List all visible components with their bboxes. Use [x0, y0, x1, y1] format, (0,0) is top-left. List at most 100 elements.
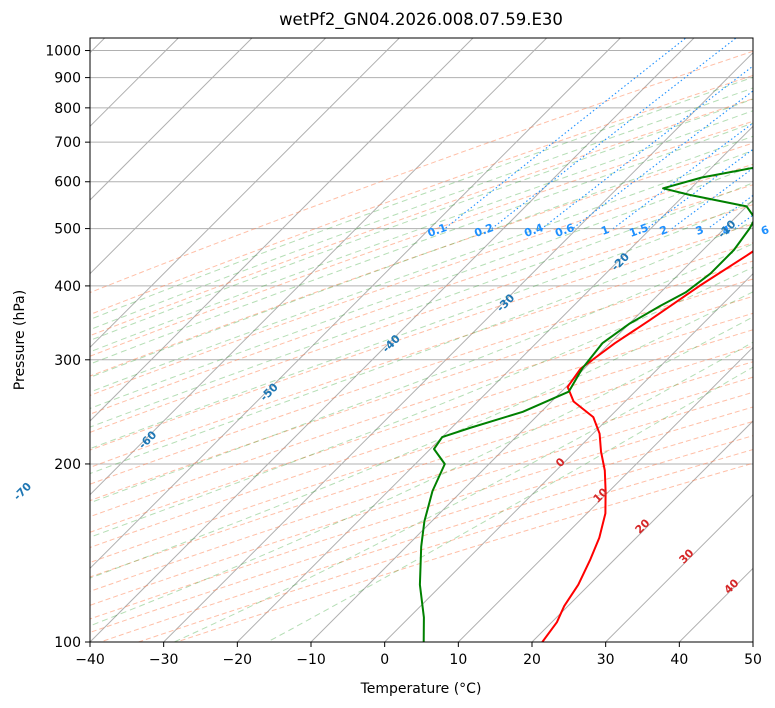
moist-adiabat-line	[266, 366, 753, 642]
moist-adiabat-line	[90, 200, 753, 450]
moist-adiabat-line	[90, 122, 753, 365]
mixing-ratio-label: 1.5	[628, 221, 651, 240]
moist-adiabat-line	[90, 291, 753, 579]
mixing-ratio-label: 3	[694, 223, 706, 238]
x-tick-label: −30	[149, 652, 179, 668]
isotherm-line	[384, 272, 753, 642]
dry-adiabat-line	[90, 295, 753, 518]
isotherm-line	[236, 125, 753, 642]
isotherm-line	[678, 567, 753, 642]
x-axis: −40 −30 −20 −10 0 10 20 30 40 50	[75, 642, 762, 668]
isotherm-line	[90, 38, 400, 349]
dry-adiabat-line	[90, 74, 753, 316]
x-tick-label: 40	[670, 652, 688, 668]
moist-adiabat-label: 40	[722, 576, 742, 596]
x-tick-label: −10	[296, 652, 326, 668]
mixing-ratio-label: 2	[658, 223, 670, 238]
x-tick-label: −40	[75, 652, 105, 668]
plot-frame	[89, 37, 754, 643]
y-axis-label: Pressure (hPa)	[12, 290, 28, 390]
dry-adiabat-line	[90, 184, 753, 415]
isotherm-line	[90, 38, 474, 422]
y-tick-label: 600	[54, 175, 81, 191]
mixing-ratio-label: 6	[759, 223, 771, 238]
chart-title: wetPf2_GN04.2026.008.07.59.E30	[279, 10, 563, 30]
dry-adiabat-line	[90, 260, 753, 485]
mixing-ratio-label: 0.6	[553, 221, 576, 240]
y-tick-label: 300	[54, 353, 81, 369]
isotherm-line	[90, 38, 695, 642]
dry-adiabat-line	[90, 50, 753, 294]
isotherm-line	[90, 38, 548, 496]
x-tick-label: −20	[223, 652, 253, 668]
x-tick-label: 50	[744, 652, 762, 668]
x-tick-label: 10	[449, 652, 467, 668]
dry-adiabat-line	[90, 391, 753, 606]
dry-adiabat-line	[90, 163, 753, 396]
dry-adiabat-line	[90, 223, 753, 451]
dry-adiabat-line	[138, 449, 753, 642]
mixing-ratio-line	[541, 65, 753, 230]
isotherm-line	[90, 38, 621, 570]
isotherm-line	[531, 420, 753, 642]
dry-adiabat-label: -70	[11, 480, 34, 503]
mixing-ratio-label: 0.2	[473, 221, 496, 240]
dry-adiabat-line	[90, 312, 753, 533]
temperature-profile-line	[541, 250, 753, 642]
y-tick-label: 100	[54, 635, 81, 651]
dry-adiabat-label: -40	[380, 332, 403, 355]
moist-adiabat-line	[90, 165, 753, 409]
moist-adiabat-label: 10	[591, 485, 611, 505]
mixing-ratio-line	[491, 38, 737, 230]
mixing-ratio-line	[444, 38, 687, 230]
y-tick-label: 200	[54, 457, 81, 473]
mixing-ratio-label: 0.4	[523, 221, 546, 240]
moist-adiabat-line	[90, 98, 753, 341]
dewpoint-profile-line	[418, 166, 753, 642]
mixing-ratio-line	[572, 90, 753, 230]
dry-adiabat-line	[90, 142, 753, 377]
dry-adiabat-line	[90, 345, 753, 564]
moist-adiabat-line	[90, 135, 753, 378]
x-tick-label: 20	[523, 652, 541, 668]
dry-adiabat-label: -60	[136, 428, 159, 451]
moist-adiabat-label: 0	[553, 455, 568, 470]
moist-adiabat-line	[172, 341, 753, 642]
dry-adiabat-line	[90, 120, 753, 357]
plot-area	[90, 38, 753, 642]
moist-adiabat-label: 20	[633, 516, 653, 536]
y-tick-label: 900	[54, 71, 81, 87]
dry-adiabat-line	[90, 361, 753, 578]
dry-adiabat-label: -30	[494, 291, 517, 314]
dry-adiabat-label: -20	[609, 250, 632, 273]
dry-adiabat-line	[90, 204, 753, 433]
isotherm-line	[163, 51, 753, 642]
isotherm-line	[90, 38, 253, 201]
dry-adiabat-line	[90, 406, 753, 620]
isotherm-line	[310, 199, 753, 642]
moist-adiabat-line	[90, 76, 753, 320]
dry-adiabat-line	[90, 329, 753, 549]
dry-adiabat-line	[90, 278, 753, 502]
x-axis-label: Temperature (°C)	[360, 681, 482, 697]
isotherm-line	[90, 38, 327, 275]
y-axis: 100 200 300 400 500 600 700 800 900 1000	[45, 44, 90, 651]
moist-adiabat-line	[90, 316, 753, 627]
isotherm-line	[457, 346, 753, 642]
dry-adiabat-label: -10	[715, 217, 738, 240]
mixing-ratio-label: 4	[720, 223, 732, 238]
isotherm-line	[605, 493, 753, 642]
dry-adiabat-line	[90, 242, 753, 468]
y-tick-label: 700	[54, 135, 81, 151]
mixing-ratio-line	[612, 122, 753, 230]
mixing-ratio-line	[734, 214, 753, 230]
y-tick-label: 400	[54, 279, 81, 295]
dry-adiabat-line	[90, 98, 753, 337]
mixing-ratio-label: 1	[599, 223, 611, 238]
moist-adiabat-line	[90, 221, 753, 475]
moist-adiabat-line	[90, 243, 753, 504]
x-tick-label: 0	[380, 652, 389, 668]
y-tick-label: 1000	[45, 44, 81, 60]
y-tick-label: 800	[54, 101, 81, 117]
